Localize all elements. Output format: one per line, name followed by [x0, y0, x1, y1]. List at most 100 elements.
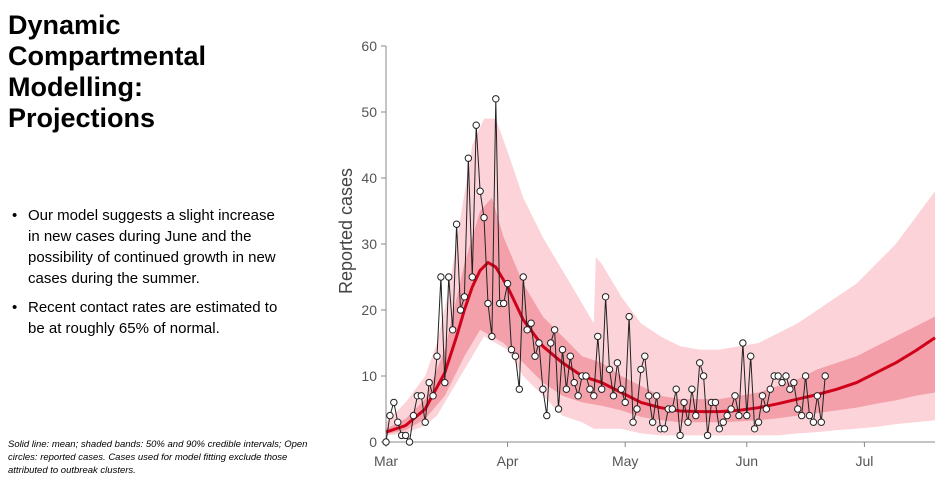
observed-point [786, 385, 794, 393]
observed-point [511, 352, 520, 360]
observed-point [633, 405, 641, 413]
observed-point [715, 425, 724, 433]
bullet-text: Our model suggests a slight increase in … [28, 207, 276, 287]
observed-point [480, 213, 488, 222]
bullet-item: • Recent contact rates are estimated to … [8, 297, 278, 339]
observed-point [809, 418, 818, 426]
x-tick-label: Jul [855, 453, 873, 469]
observed-point [699, 372, 708, 380]
observed-point [637, 365, 645, 374]
observed-point [711, 398, 720, 407]
observed-point [672, 385, 680, 393]
observed-point [425, 378, 433, 387]
observed-point [566, 352, 575, 360]
observed-point [535, 339, 543, 347]
observed-point [613, 359, 622, 367]
observed-point [519, 273, 527, 281]
observed-point [805, 411, 814, 420]
observed-point [476, 187, 484, 195]
observed-point [723, 411, 731, 420]
observed-point [539, 385, 547, 393]
observed-point [621, 398, 629, 407]
observed-point [488, 332, 496, 341]
y-tick-label: 40 [361, 170, 377, 186]
observed-point [456, 306, 465, 314]
observed-point [594, 332, 602, 341]
observed-point [625, 312, 633, 321]
observed-point [421, 418, 429, 426]
projection-chart: 0 10 20 30 40 50 60 Mar Apr May Jun Jul Reported ca… [336, 38, 936, 469]
observed-point [790, 378, 798, 387]
observed-point [586, 385, 594, 393]
observed-point [433, 352, 441, 360]
y-tick-label: 50 [361, 104, 377, 120]
bullet-text: Recent contact rates are estimated to be… [28, 299, 278, 337]
observed-point [719, 418, 727, 426]
observed-point [645, 392, 653, 400]
observed-point [617, 385, 625, 393]
chart-footnote: Solid line: mean; shaded bands: 50% and … [8, 439, 308, 476]
observed-point [429, 392, 437, 400]
observed-point [547, 339, 555, 347]
chart-axes: 0 10 20 30 40 50 60 Mar Apr May Jun Jul [361, 38, 935, 469]
observed-point [774, 372, 782, 380]
observed-point [543, 411, 551, 420]
observed-point [448, 326, 457, 334]
y-tick-label: 10 [361, 368, 377, 384]
observed-point [801, 372, 810, 380]
observed-point [527, 319, 535, 327]
observed-point [684, 418, 692, 426]
observed-point [464, 154, 473, 162]
observed-point [762, 405, 771, 413]
observed-point [484, 299, 492, 308]
title-line: Modelling: [8, 72, 143, 102]
observed-point [750, 425, 759, 433]
observed-point [680, 398, 688, 407]
observed-point [382, 438, 390, 446]
observed-point [688, 385, 696, 393]
observed-point [390, 398, 398, 407]
y-axis-label: Reported cases [336, 168, 356, 294]
observed-point [507, 345, 516, 354]
observed-point [739, 339, 747, 347]
observed-point [746, 352, 755, 360]
observed-point [652, 392, 661, 400]
observed-point [758, 392, 767, 400]
observed-point [668, 405, 676, 413]
observed-point [648, 418, 657, 426]
observed-point [703, 431, 712, 440]
observed-point [445, 273, 453, 281]
observed-point [766, 385, 774, 393]
observed-point [676, 431, 684, 440]
observed-point [817, 418, 825, 426]
observed-point [590, 392, 598, 400]
y-tick-label: 30 [361, 236, 377, 252]
observed-point [696, 359, 704, 367]
observed-point [778, 378, 786, 387]
observed-point [605, 365, 614, 374]
observed-point [386, 411, 394, 420]
title-line: Dynamic [8, 10, 121, 40]
observed-point [754, 418, 763, 426]
observed-point [441, 378, 449, 387]
observed-point [597, 385, 606, 393]
observed-point [401, 431, 410, 440]
observed-point [523, 326, 531, 334]
title-line: Compartmental [8, 41, 207, 71]
observed-point [629, 418, 637, 426]
observed-point [554, 405, 563, 413]
y-tick-label: 60 [361, 38, 377, 54]
slide-title: Dynamic Compartmental Modelling: Project… [8, 10, 308, 134]
observed-point [503, 279, 512, 288]
title-line: Projections [8, 103, 156, 133]
observed-point [531, 352, 539, 360]
observed-point [550, 326, 559, 334]
observed-point [735, 411, 743, 420]
observed-point [727, 405, 735, 413]
bullet-dot: • [12, 207, 18, 224]
observed-point [570, 378, 578, 387]
x-tick-label: Jun [735, 453, 758, 469]
observed-point [460, 293, 469, 301]
observed-point [692, 411, 700, 420]
band-50-percent [386, 197, 935, 435]
